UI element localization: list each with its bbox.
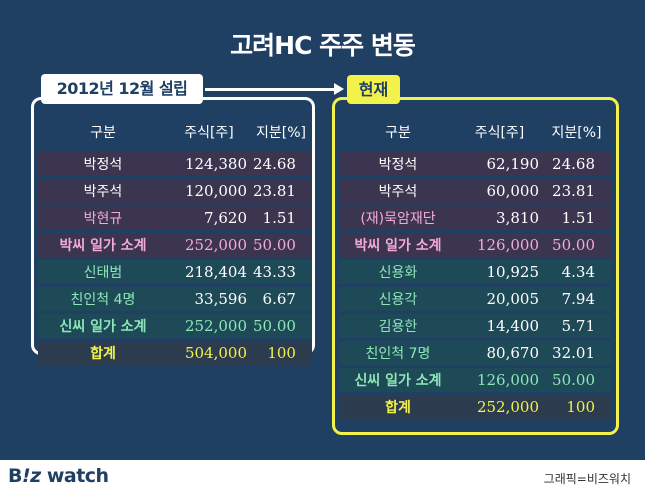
row-stake: 6.67 — [250, 287, 312, 311]
table-row: (재)묵암재단 3,810 1.51 — [339, 206, 611, 230]
row-name: 신씨 일가 소계 — [339, 368, 457, 392]
table-2012: 구분 주식[주] 지분[%] 박정석 124,380 24.68 박주석 120,000… — [38, 112, 312, 368]
arrow-line — [205, 88, 337, 91]
row-name: 박정석 — [339, 152, 457, 176]
table-row: 박씨 일가 소계 126,000 50.00 — [339, 233, 611, 257]
row-shares: 3,810 — [457, 206, 542, 230]
header-shares: 주식[주] — [474, 125, 525, 141]
row-shares: 62,190 — [457, 152, 542, 176]
row-shares: 126,000 — [457, 368, 542, 392]
row-stake: 100 — [542, 395, 611, 419]
table-row: 박주석 60,000 23.81 — [339, 179, 611, 203]
header-stake: 지분[%] — [255, 125, 306, 141]
row-name: 합계 — [339, 395, 457, 419]
row-stake: 43.33 — [250, 260, 312, 284]
table-row: 합계 504,000 100 — [38, 341, 312, 365]
row-stake: 24.68 — [542, 152, 611, 176]
table-row: 신용각 20,005 7.94 — [339, 287, 611, 311]
row-name: 친인척 7명 — [339, 341, 457, 365]
table-row: 박현규 7,620 1.51 — [38, 206, 312, 230]
arrow-right-icon — [334, 83, 344, 95]
row-shares: 60,000 — [457, 179, 542, 203]
row-stake: 7.94 — [542, 287, 611, 311]
page-title: 고려HC 주주 변동 — [230, 31, 416, 60]
row-stake: 5.71 — [542, 314, 611, 338]
right-panel — [332, 97, 619, 435]
row-stake: 23.81 — [542, 179, 611, 203]
table-row: 박씨 일가 소계 252,000 50.00 — [38, 233, 312, 257]
header-category: 구분 — [90, 125, 116, 141]
row-shares: 120,000 — [168, 179, 250, 203]
row-shares: 124,380 — [168, 152, 250, 176]
row-shares: 7,620 — [168, 206, 250, 230]
row-stake: 50.00 — [542, 368, 611, 392]
row-stake: 24.68 — [250, 152, 312, 176]
header-category: 구분 — [385, 125, 411, 141]
row-name: 합계 — [38, 341, 168, 365]
table-row: 합계 252,000 100 — [339, 395, 611, 419]
row-shares: 504,000 — [168, 341, 250, 365]
row-name: 박씨 일가 소계 — [38, 233, 168, 257]
row-name: 신용각 — [339, 287, 457, 311]
header-shares: 주식[주] — [184, 125, 234, 141]
table-row: 신씨 일가 소계 252,000 50.00 — [38, 314, 312, 338]
bizwatch-logo: B!z watch — [8, 465, 109, 487]
table-row: 친인척 7명 80,670 32.01 — [339, 341, 611, 365]
row-stake: 50.00 — [250, 314, 312, 338]
row-name: 박씨 일가 소계 — [339, 233, 457, 257]
row-shares: 252,000 — [457, 395, 542, 419]
table-row: 신용화 10,925 4.34 — [339, 260, 611, 284]
row-name: 김용한 — [339, 314, 457, 338]
row-name: (재)묵암재단 — [339, 206, 457, 230]
row-stake: 1.51 — [542, 206, 611, 230]
table-row: 박주석 120,000 23.81 — [38, 179, 312, 203]
row-shares: 33,596 — [168, 287, 250, 311]
row-stake: 50.00 — [542, 233, 611, 257]
row-shares: 14,400 — [457, 314, 542, 338]
table-row: 신씨 일가 소계 126,000 50.00 — [339, 368, 611, 392]
row-shares: 252,000 — [168, 314, 250, 338]
row-stake: 32.01 — [542, 341, 611, 365]
row-stake: 4.34 — [542, 260, 611, 284]
header-stake: 지분[%] — [551, 125, 602, 141]
table-row: 친인척 4명 33,596 6.67 — [38, 287, 312, 311]
right-label-current: 현재 — [347, 75, 400, 104]
row-name: 신씨 일가 소계 — [38, 314, 168, 338]
row-shares: 252,000 — [168, 233, 250, 257]
table-row: 박정석 62,190 24.68 — [339, 152, 611, 176]
row-name: 신용화 — [339, 260, 457, 284]
row-name: 박주석 — [38, 179, 168, 203]
left-label-2012: 2012년 12월 설립 — [41, 74, 203, 104]
row-name: 친인척 4명 — [38, 287, 168, 311]
table-row: 신태범 218,404 43.33 — [38, 260, 312, 284]
footer-bar — [0, 460, 645, 495]
table-row: 김용한 14,400 5.71 — [339, 314, 611, 338]
row-name: 박주석 — [339, 179, 457, 203]
row-stake: 23.81 — [250, 179, 312, 203]
row-stake: 50.00 — [250, 233, 312, 257]
row-shares: 126,000 — [457, 233, 542, 257]
table-current: 구분 주식[주] 지분[%] 박정석 62,190 24.68 박주석 60,000 23… — [339, 112, 611, 422]
row-shares: 218,404 — [168, 260, 250, 284]
row-shares: 80,670 — [457, 341, 542, 365]
row-name: 박현규 — [38, 206, 168, 230]
row-stake: 1.51 — [250, 206, 312, 230]
row-shares: 20,005 — [457, 287, 542, 311]
row-name: 박정석 — [38, 152, 168, 176]
row-name: 신태범 — [38, 260, 168, 284]
row-shares: 10,925 — [457, 260, 542, 284]
row-stake: 100 — [250, 341, 312, 365]
table-row: 박정석 124,380 24.68 — [38, 152, 312, 176]
graphic-credit: 그래픽=비즈워치 — [543, 472, 631, 486]
